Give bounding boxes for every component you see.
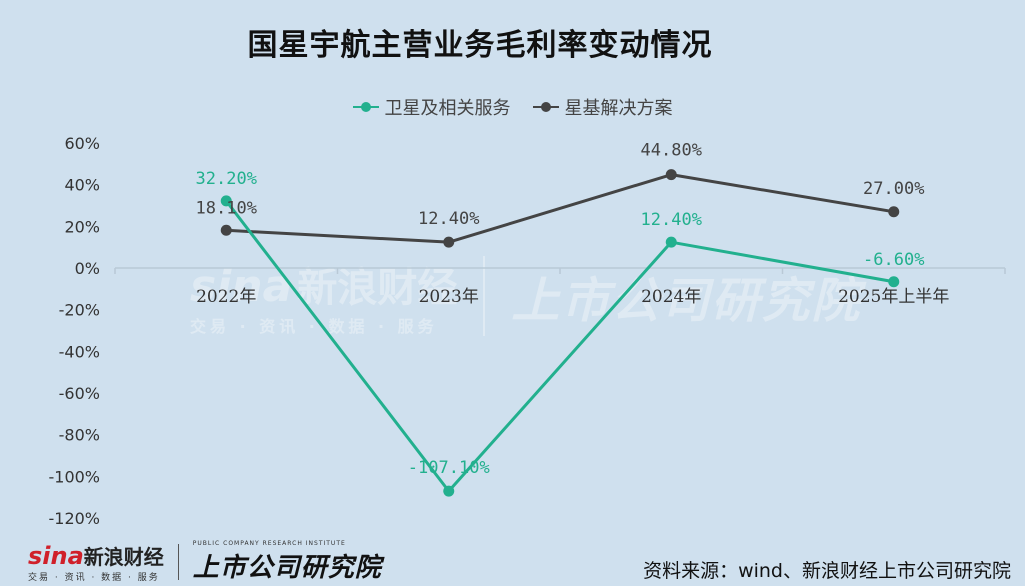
y-tick-label: -20% xyxy=(59,301,100,320)
institute-logo-cn: 上市公司研究院 xyxy=(192,553,382,583)
data-point-series-1 xyxy=(665,169,677,181)
data-point-series-0 xyxy=(220,195,232,207)
data-label-series-1: 27.00% xyxy=(863,179,924,199)
data-label-series-1: 44.80% xyxy=(641,141,702,161)
legend-marker-satellite-icon xyxy=(352,101,379,113)
legend-label-solutions: 星基解决方案 xyxy=(564,98,673,119)
data-label-series-0: 12.40% xyxy=(641,210,702,230)
series-points xyxy=(220,169,900,497)
series-line-0 xyxy=(225,200,895,493)
legend-marker-solutions-icon xyxy=(532,101,559,113)
chart-legend: 卫星及相关服务 星基解决方案 xyxy=(0,94,1025,120)
data-point-series-0 xyxy=(665,236,677,248)
data-point-series-1 xyxy=(888,206,900,218)
series-lines xyxy=(225,173,895,493)
source-note: 资料来源：wind、新浪财经上市公司研究院 xyxy=(643,560,1011,582)
data-label-series-0: 32.20% xyxy=(196,169,257,189)
series-line-1 xyxy=(226,173,894,244)
y-tick-label: -60% xyxy=(59,384,100,403)
data-point-series-1 xyxy=(443,236,455,248)
page-title: 国星宇航主营业务毛利率变动情况 xyxy=(247,28,713,63)
x-axis: 2022年 2023年 2024年 2025年上半年 xyxy=(114,268,1006,307)
legend-item-satellite: 卫星及相关服务 xyxy=(352,94,511,120)
legend-label-satellite: 卫星及相关服务 xyxy=(384,98,511,119)
x-tick-label: 2022年 xyxy=(196,287,256,307)
y-axis: 60% 40% 20% 0% -20% -40% -60% -80% -100% -120% xyxy=(48,134,100,528)
x-tick-label: 2023年 xyxy=(419,287,479,307)
data-label-series-1: 18.10% xyxy=(196,198,257,218)
sina-logo-en: sina xyxy=(28,542,84,570)
y-tick-label: -100% xyxy=(48,467,100,486)
y-tick-label: -40% xyxy=(59,342,100,361)
institute-logo: PUBLIC COMPANY RESEARCH INSTITUTE 上市公司研究… xyxy=(193,540,382,584)
data-label-series-1: 12.40% xyxy=(418,209,479,229)
data-point-series-0 xyxy=(443,485,455,497)
data-labels: 18.10% 12.40% 44.80% 27.00% 32.20% -107.10% 12… xyxy=(196,141,925,478)
y-tick-label: 20% xyxy=(64,217,100,236)
y-tick-label: 0% xyxy=(75,259,100,278)
data-label-series-0: -6.60% xyxy=(863,250,924,270)
y-tick-label: 40% xyxy=(64,176,100,195)
legend-item-solutions: 星基解决方案 xyxy=(532,94,673,120)
sina-logo-cn: 新浪财经 xyxy=(83,545,164,569)
data-point-series-0 xyxy=(888,276,900,288)
institute-logo-en: PUBLIC COMPANY RESEARCH INSTITUTE xyxy=(192,540,346,547)
y-tick-label: -80% xyxy=(59,426,100,445)
y-tick-label: -120% xyxy=(48,509,100,528)
data-point-series-1 xyxy=(220,224,232,236)
y-tick-label: 60% xyxy=(64,134,100,153)
x-tick-label: 2024年 xyxy=(641,287,701,307)
footer-brand: sina新浪财经 交易 · 资讯 · 数据 · 服务 PUBLIC COMPAN… xyxy=(28,540,382,584)
sina-logo-sub: 交易 · 资讯 · 数据 · 服务 xyxy=(28,573,160,583)
sina-logo: sina新浪财经 交易 · 资讯 · 数据 · 服务 xyxy=(28,541,164,583)
data-label-series-0: -107.10% xyxy=(408,458,490,478)
x-tick-label: 2025年上半年 xyxy=(838,287,949,307)
brand-divider xyxy=(177,544,179,580)
